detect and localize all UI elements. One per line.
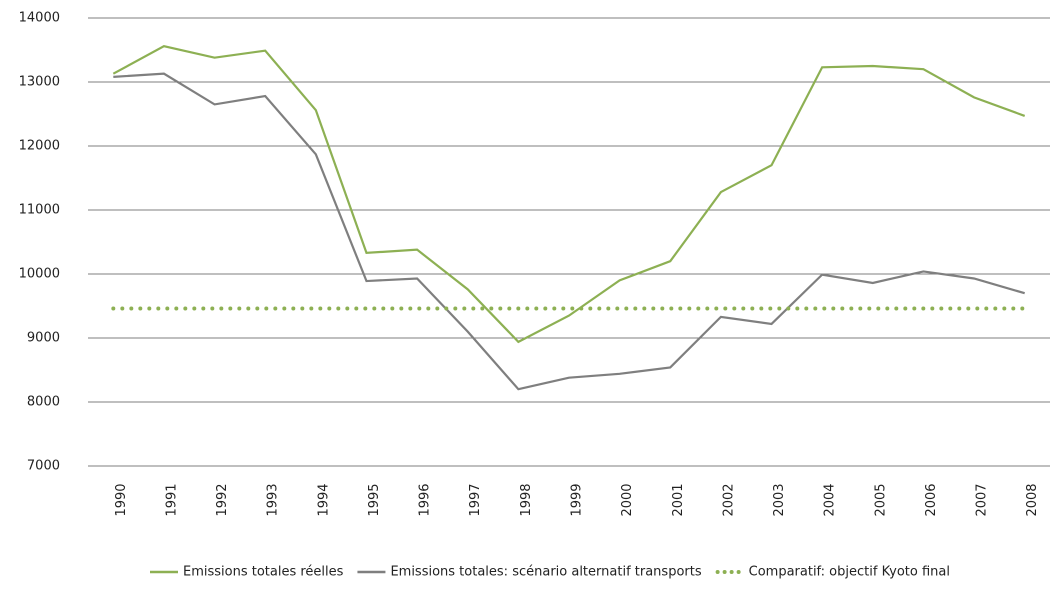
legend-label: Emissions totales réelles [183, 565, 344, 580]
y-tick-label: 8000 [27, 395, 60, 410]
y-tick-label: 11000 [19, 203, 60, 218]
x-tick-label: 2002 [721, 483, 736, 516]
y-tick-label: 9000 [27, 331, 60, 346]
x-tick-label: 1991 [164, 483, 179, 516]
y-tick-label: 10000 [19, 267, 60, 282]
y-tick-label: 14000 [19, 11, 60, 26]
x-tick-label: 1992 [215, 483, 230, 516]
x-tick-label: 1999 [570, 483, 585, 516]
legend-label: Emissions totales: scénario alternatif t… [390, 565, 701, 580]
x-tick-label: 2004 [823, 483, 838, 516]
x-tick-label: 2005 [873, 483, 888, 516]
x-tick-label: 1990 [114, 483, 129, 516]
x-tick-label: 2008 [1025, 483, 1040, 516]
series-line [113, 72, 1025, 391]
x-tick-label: 2007 [975, 483, 990, 516]
legend-label: Comparatif: objectif Kyoto final [749, 565, 950, 580]
y-tick-label: 7000 [27, 459, 60, 474]
x-tick-label: 1993 [266, 483, 281, 516]
x-tick-label: 2001 [671, 483, 686, 516]
x-tick-label: 1996 [418, 483, 433, 516]
y-tick-label: 13000 [19, 75, 60, 90]
x-tick-label: 1994 [316, 483, 331, 516]
x-tick-label: 1995 [367, 483, 382, 516]
series-line [112, 44, 1026, 344]
x-tick-label: 1998 [519, 483, 534, 516]
x-tick-label: 1997 [468, 483, 483, 516]
x-tick-label: 2000 [620, 483, 635, 516]
x-tick-label: 2003 [772, 483, 787, 516]
x-tick-label: 2006 [924, 483, 939, 516]
y-tick-label: 12000 [19, 139, 60, 154]
